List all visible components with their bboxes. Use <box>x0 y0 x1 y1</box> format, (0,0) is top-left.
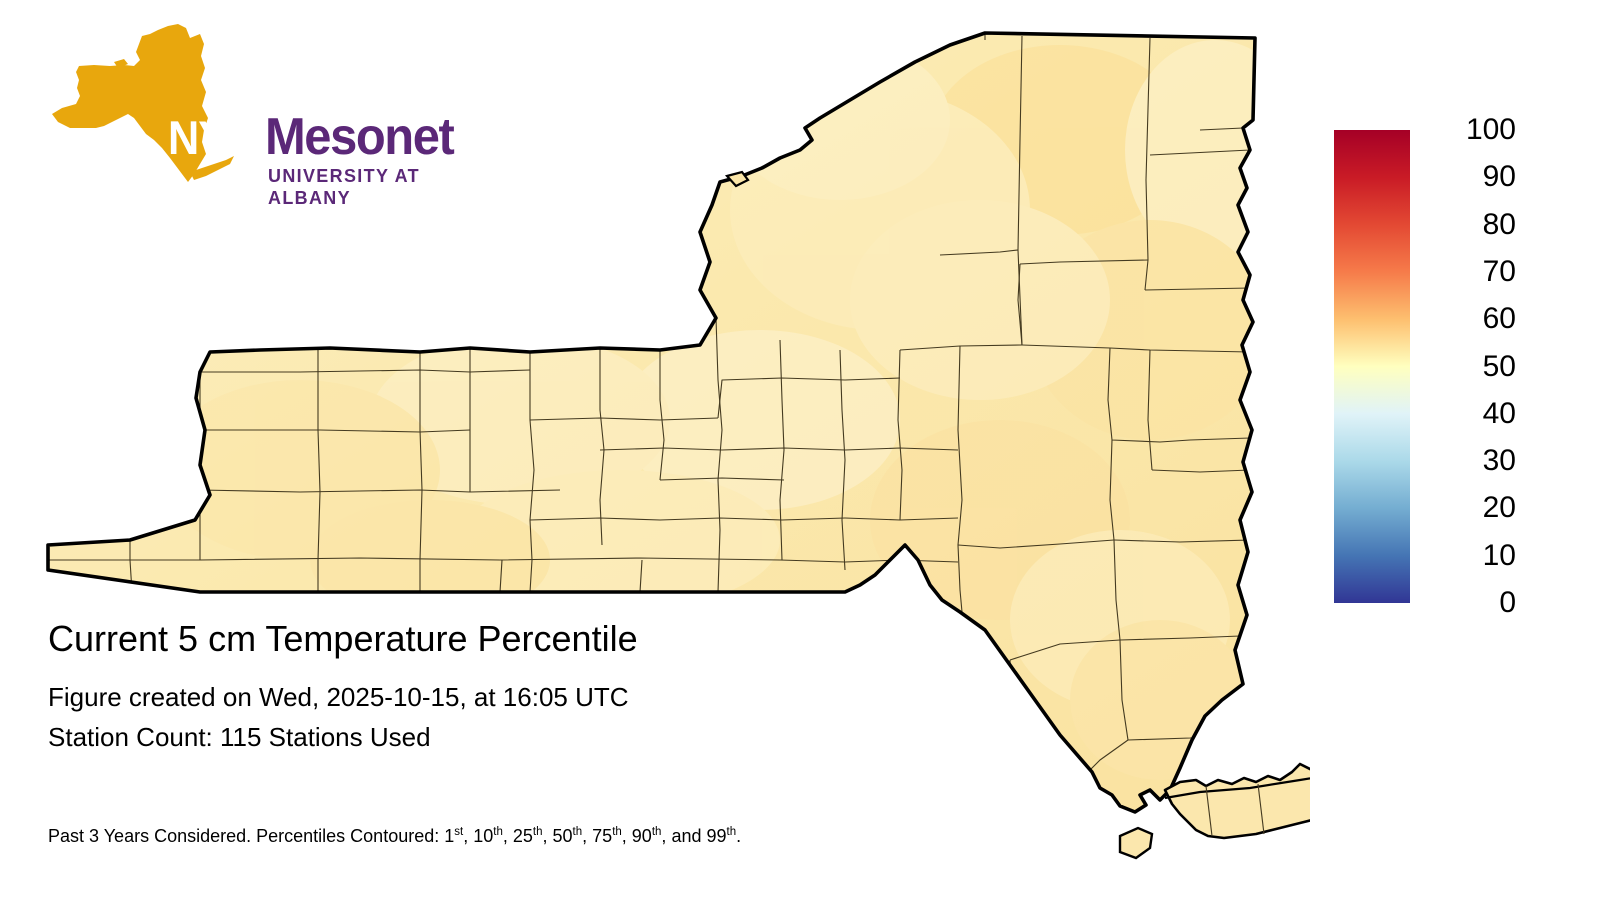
percentile-contour-field <box>160 40 1255 780</box>
logo-state-silhouette <box>52 24 234 182</box>
map-svg <box>46 31 1310 860</box>
creation-timestamp: Figure created on Wed, 2025-10-15, at 16… <box>48 682 629 713</box>
colorbar-tick-labels: 100 90 80 70 60 50 40 30 20 10 0 <box>1416 115 1546 618</box>
page-title: Current 5 cm Temperature Percentile <box>48 618 638 659</box>
long-island <box>1118 762 1310 860</box>
figure-caption-block: Current 5 cm Temperature Percentile Figu… <box>48 618 948 754</box>
station-count: Station Count: 115 Stations Used <box>48 721 431 752</box>
footnote-ordinal-75: 75th <box>592 826 622 846</box>
footnote-ordinal-10: 10th <box>473 826 503 846</box>
logo-mesonet-text: Mesonet <box>265 108 455 166</box>
colorbar-tick-10: 10 <box>1482 538 1516 572</box>
percentile-footnote: Past 3 Years Considered. Percentiles Con… <box>48 826 742 846</box>
logo-university-text: UNIVERSITY AT ALBANY <box>268 165 420 208</box>
colorbar-tick-60: 60 <box>1482 302 1516 336</box>
colorbar-tick-80: 80 <box>1482 207 1516 241</box>
footnote-ordinal-90: 90th <box>631 826 662 846</box>
colorbar-tick-40: 40 <box>1482 396 1516 430</box>
footnote-ordinal-25: 25th <box>512 826 543 846</box>
staten-island <box>1118 826 1154 860</box>
colorbar-tick-50: 50 <box>1482 349 1516 383</box>
long-island-sound-edge <box>1164 777 1310 800</box>
mainland-new-york <box>46 31 1257 814</box>
nys-mesonet-logo: NYS Mesonet UNIVERSITY AT ALBANY <box>50 22 455 208</box>
colorbar-gradient <box>1334 130 1410 603</box>
footnote-ordinal-1: 1st <box>444 826 464 846</box>
colorbar-tick-90: 90 <box>1482 160 1516 194</box>
colorbar-tick-70: 70 <box>1482 254 1516 288</box>
colorbar-tick-100: 100 <box>1465 113 1516 146</box>
colorbar-tick-20: 20 <box>1482 491 1516 525</box>
footnote-ordinal-99: 99th <box>706 826 737 846</box>
logo-nys-text: NYS <box>168 111 255 164</box>
colorbar-tick-30: 30 <box>1482 444 1516 478</box>
percentile-colorbar: 100 90 80 70 60 50 40 30 20 10 0 <box>1334 115 1554 618</box>
colorbar-tick-0: 0 <box>1499 586 1516 619</box>
new-york-percentile-map <box>46 31 1310 860</box>
footnote-ordinal-50: 50th <box>552 826 583 846</box>
niagara-nub <box>724 170 750 188</box>
long-island-fill <box>1163 762 1310 840</box>
state-outline <box>46 31 1257 814</box>
